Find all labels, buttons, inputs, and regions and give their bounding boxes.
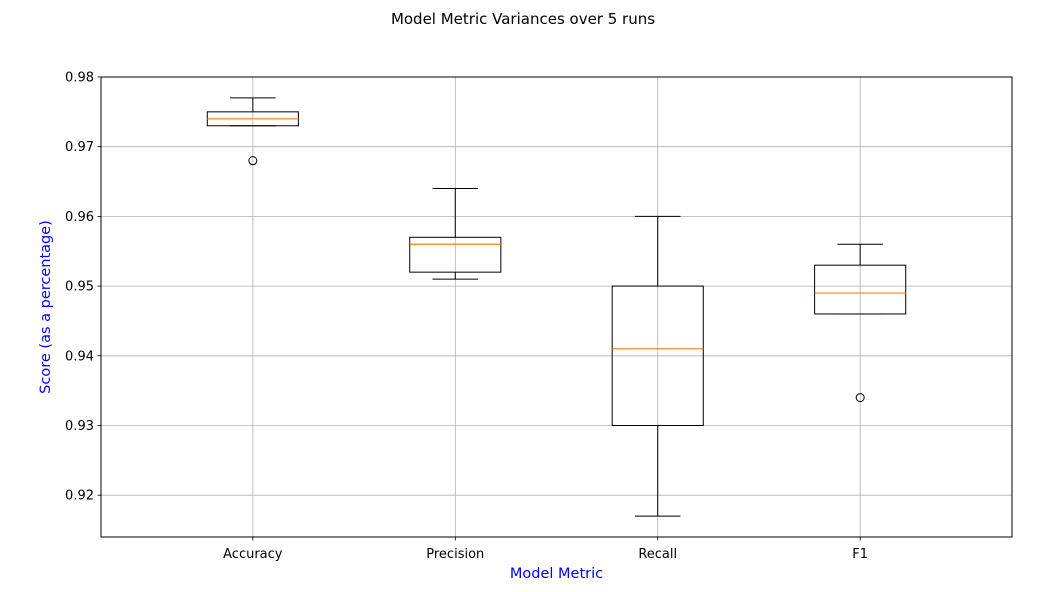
plot-area-frame [100,76,1013,538]
axis-ticks: 0.92 0.93 0.94 0.95 0.96 0.97 0.98 Accuracy Prec… [65,71,868,563]
outlier-point [855,393,865,403]
box-recall [611,215,704,517]
boxes-layer [206,97,907,517]
box-f1 [814,243,907,403]
y-tick-label: 0.96 [65,210,94,225]
y-tick-label: 0.97 [65,140,94,155]
y-tick-label: 0.98 [65,71,94,86]
y-axis-label: Score (as a percentage) [38,220,54,394]
x-axis-label: Model Metric [510,566,603,582]
y-tick-label: 0.94 [65,349,94,364]
y-tick-label: 0.95 [65,280,94,295]
x-tick-label: Recall [638,547,677,562]
grid-lines [101,76,1012,537]
iqr-box [409,236,502,273]
outlier-point [248,156,258,166]
box-precision [409,188,502,280]
iqr-box [611,285,704,426]
x-tick-label: F1 [852,547,868,562]
x-tick-label: Precision [426,547,484,562]
iqr-box [814,264,907,315]
box-accuracy [206,97,299,166]
y-tick-label: 0.92 [65,489,94,504]
chart-title: Model Metric Variances over 5 runs [391,10,655,28]
x-tick-label: Accuracy [223,547,283,562]
y-tick-label: 0.93 [65,419,94,434]
